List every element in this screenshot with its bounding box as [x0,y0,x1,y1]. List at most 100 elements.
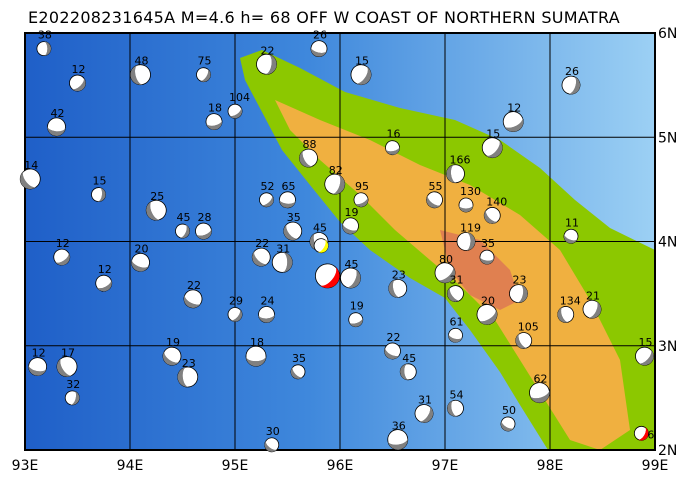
focal-mechanism-beachball [299,148,318,168]
y-tick-label: 4N [658,235,677,251]
depth-label: 134 [560,294,581,307]
depth-label: 22 [387,331,401,344]
focal-mechanism-beachball [350,64,372,86]
focal-mechanism-beachball [340,267,361,289]
depth-label: 16 [387,128,401,141]
focal-mechanism-beachball [557,306,575,323]
focal-mechanism-beachball [388,279,408,298]
depth-label: 18 [250,336,264,349]
focal-mechanism-beachball [196,67,211,83]
focal-mechanism-beachball [515,332,533,349]
depth-label: 15 [639,336,653,349]
depth-label: 45 [177,211,191,224]
depth-label: 38 [38,29,52,42]
focal-mechanism-beachball [447,399,464,417]
focal-mechanism-beachball [258,306,275,323]
x-tick-label: 99E [642,458,669,474]
depth-label: 14 [24,159,38,172]
depth-label: 12 [507,102,521,115]
focal-mechanism-beachball [384,342,401,360]
depth-label: 19 [166,336,180,349]
focal-mechanism-beachball [426,191,443,209]
depth-label: 104 [229,91,250,104]
depth-label: 17 [61,347,75,360]
focal-mechanism-beachball [446,164,465,184]
depth-label: 35 [481,237,495,250]
axis-ticks: 93E 94E 95E 96E 97E 98E 99E 6N 5N 4N 3N 2N [12,26,678,474]
depth-label: 11 [565,216,579,229]
focal-mechanism-beachball [56,356,78,378]
depth-label: 30 [266,425,280,438]
depth-label: 22 [255,237,269,250]
depth-label: 82 [329,164,343,177]
depth-label: 50 [502,404,516,417]
depth-label: 29 [229,294,243,307]
focal-mechanism-beachball [290,364,306,380]
depth-label: 119 [460,222,481,235]
focal-mechanism-beachball [95,274,113,292]
focal-mechanism-beachball [145,199,167,221]
depth-label: 22 [187,279,201,292]
focal-mechanism-beachball [458,197,474,213]
focal-mechanism-beachball [162,346,182,366]
depth-label: 19 [350,300,364,313]
focal-mechanism-beachball [483,207,501,224]
depth-label: 32 [66,378,80,391]
highlight-beachball [313,238,329,254]
focal-mechanism-beachball [563,228,579,244]
land-peak [440,230,520,310]
focal-mechanism-beachball [500,416,516,432]
focal-mechanism-beachball [205,113,223,131]
focal-mechanism-beachball [251,247,271,267]
focal-mechanism-beachball [481,137,503,159]
depth-label: 20 [481,294,495,307]
focal-mechanism-beachball [447,285,464,303]
depth-label: 45 [345,258,359,271]
map-title: E202208231645A M=4.6 h= 68 OFF W COAST O… [28,8,621,27]
focal-mechanism-beachball [448,327,463,343]
focal-mechanism-beachball [177,366,199,388]
depth-label: 22 [261,44,275,57]
focal-mechanism-beachball [69,74,86,92]
focal-mechanism-beachball [256,53,277,75]
x-tick-label: 94E [117,458,144,474]
focal-mechanism-beachball [529,382,550,404]
x-tick-label: 97E [432,458,459,474]
focal-mechanism-beachball [64,390,80,406]
focal-mechanism-beachball [227,307,243,322]
focal-mechanism-beachball [353,192,369,208]
depth-label: 21 [586,289,600,302]
focal-mechanism-beachball [47,117,66,137]
depth-label: 88 [303,138,317,151]
depth-label: 62 [534,373,548,386]
focal-mechanism-beachball [245,345,267,367]
focal-mechanism-beachball [509,284,528,304]
depth-label: 130 [460,185,481,198]
focal-mechanism-beachball [479,249,495,265]
highlight-beachball [633,425,649,441]
focal-mechanism-beachball [175,223,190,239]
depth-label: 31 [276,242,290,255]
x-tick-label: 96E [327,458,354,474]
focal-mechanism-beachball [130,64,151,86]
depth-label: 18 [208,102,222,115]
main-event-beachball [314,263,340,289]
focal-mechanism-beachball [36,41,52,57]
depth-label: 6 [647,428,654,441]
depth-label: 15 [355,55,369,68]
focal-mechanism-beachball [91,187,106,202]
depth-label: 15 [93,175,107,188]
depth-label: 26 [313,29,327,42]
focal-mechanism-beachball [385,140,400,156]
depth-label: 31 [450,274,464,287]
depth-label: 12 [72,63,86,76]
focal-mechanism-beachball [456,232,476,251]
depth-label: 23 [182,357,196,370]
depth-label: 28 [198,211,212,224]
depth-label: 25 [150,190,164,203]
depth-label: 52 [261,180,275,193]
depth-label: 45 [313,222,327,235]
depth-label: 166 [450,154,471,167]
